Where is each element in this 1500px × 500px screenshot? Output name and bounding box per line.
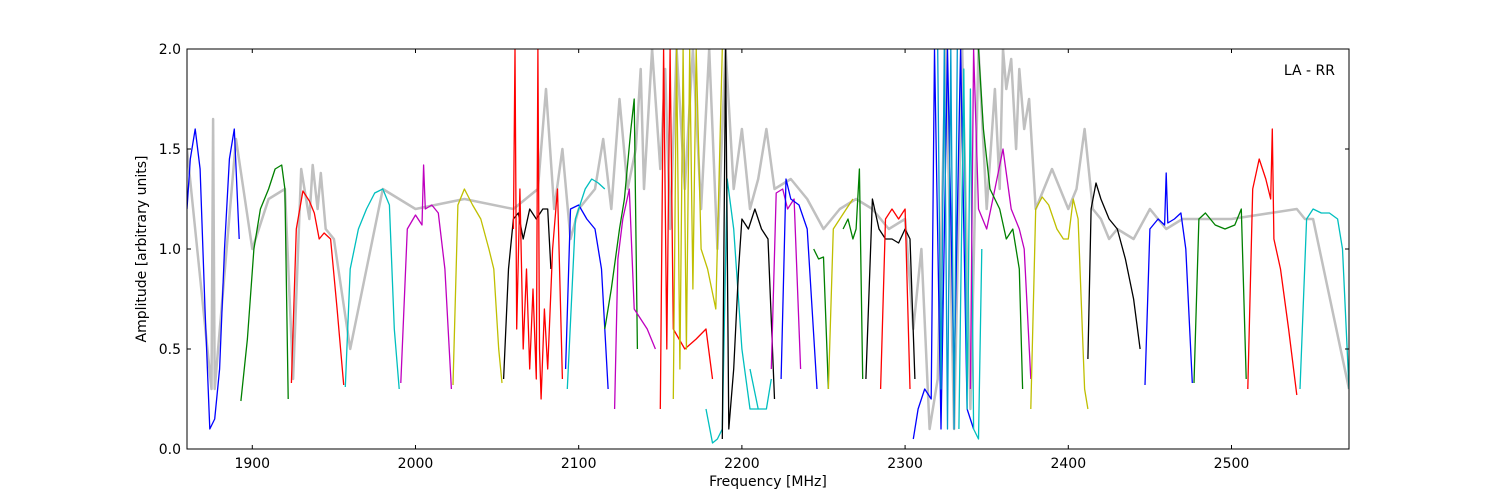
series-line-13 bbox=[659, 49, 714, 410]
x-tick-label: 1900 bbox=[234, 456, 270, 472]
x-tick-label: 2400 bbox=[1050, 456, 1086, 472]
series-line-19 bbox=[780, 178, 818, 390]
series-line-20 bbox=[813, 248, 830, 390]
series-line-31 bbox=[1087, 182, 1141, 360]
series-line-4 bbox=[344, 188, 400, 390]
series-line-24 bbox=[879, 208, 911, 390]
y-tick-label: 1.5 bbox=[159, 142, 181, 158]
series-line-35 bbox=[1299, 208, 1349, 390]
x-axis-label: Frequency [MHz] bbox=[709, 474, 827, 490]
series-line-11 bbox=[604, 98, 639, 350]
series-line-26 bbox=[937, 49, 958, 430]
y-tick-label: 0.0 bbox=[159, 442, 181, 458]
series-line-2 bbox=[240, 164, 289, 402]
x-tick-label: 2300 bbox=[887, 456, 923, 472]
x-tick-label: 2100 bbox=[561, 456, 597, 472]
series-line-6 bbox=[452, 188, 503, 386]
series-line-34 bbox=[1247, 128, 1298, 396]
x-tick-label: 2000 bbox=[398, 456, 434, 472]
y-tick-label: 2.0 bbox=[159, 42, 181, 58]
series-line-22 bbox=[842, 168, 864, 380]
series-line-9 bbox=[564, 204, 609, 390]
series-line-14 bbox=[672, 49, 723, 400]
series-line-21 bbox=[827, 198, 854, 390]
series-line-28 bbox=[969, 49, 1032, 390]
y-tick-label: 1.0 bbox=[159, 242, 181, 258]
series-layer bbox=[187, 49, 1349, 444]
y-tick-label: 0.5 bbox=[159, 342, 181, 358]
series-line-27 bbox=[958, 68, 983, 440]
series-line-32 bbox=[1144, 172, 1193, 386]
series-line-8 bbox=[512, 49, 564, 400]
series-line-3 bbox=[290, 190, 345, 386]
baseline-annotation: LA - RR bbox=[1284, 63, 1335, 79]
series-line-7 bbox=[502, 208, 552, 380]
series-line-29 bbox=[977, 49, 1024, 390]
series-line-33 bbox=[1193, 208, 1247, 384]
series-line-16 bbox=[721, 49, 776, 440]
series-line-10 bbox=[566, 178, 606, 390]
plot-area bbox=[186, 48, 1350, 450]
x-tick-label: 2500 bbox=[1214, 456, 1250, 472]
series-line-17 bbox=[749, 368, 772, 410]
series-line-1 bbox=[187, 128, 240, 430]
y-axis-label: Amplitude [arbitrary units] bbox=[134, 156, 150, 343]
y-axis-ticks: 0.0 0.5 1.0 1.5 2.0 bbox=[159, 42, 1349, 458]
series-line-12 bbox=[613, 188, 657, 410]
x-tick-label: 2200 bbox=[724, 456, 760, 472]
background-series-line bbox=[187, 49, 1349, 431]
x-axis-ticks: 1900 2000 2100 2200 2300 2400 2500 bbox=[234, 49, 1249, 472]
series-line-30 bbox=[1030, 196, 1089, 410]
series-line-5 bbox=[400, 164, 453, 390]
series-line-23 bbox=[865, 198, 916, 380]
